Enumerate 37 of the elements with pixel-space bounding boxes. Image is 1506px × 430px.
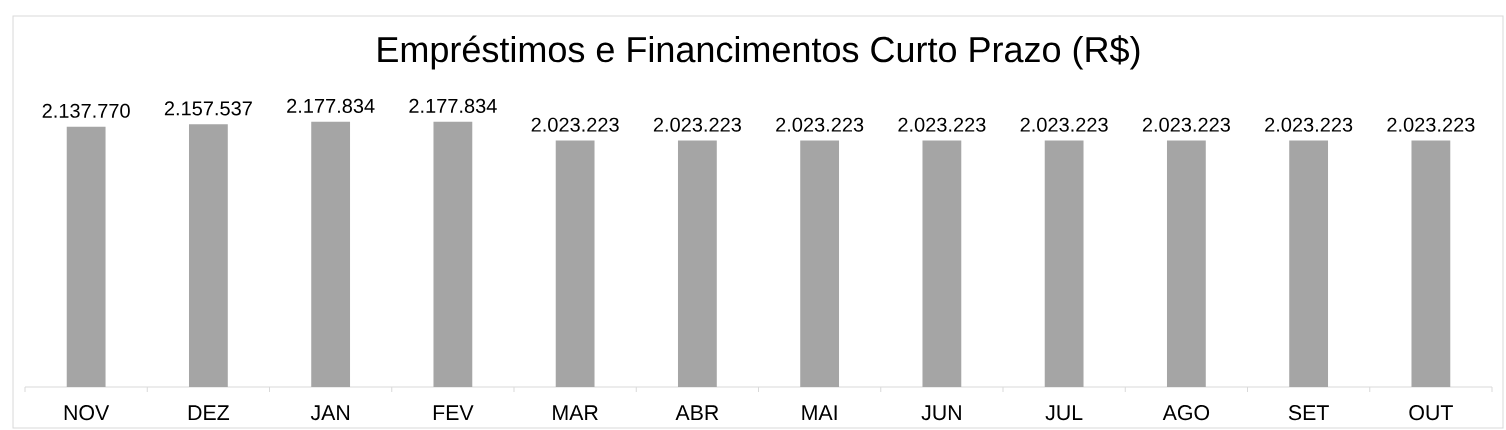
data-label: 2.023.223 [1142, 117, 1230, 132]
bar [188, 124, 228, 387]
x-tick-label: OUT [1409, 405, 1453, 421]
data-label: 2.023.223 [776, 117, 864, 132]
bar [66, 126, 106, 387]
data-label: 2.023.223 [1020, 117, 1108, 132]
bar [1289, 140, 1329, 387]
bar [1411, 140, 1451, 387]
bar [1044, 140, 1084, 387]
bar [800, 140, 840, 387]
bar [677, 140, 717, 387]
x-tick-label: ABR [675, 405, 719, 420]
x-tick-label: DEZ [188, 405, 230, 420]
data-label: 2.177.834 [287, 98, 375, 113]
data-label: 2.177.834 [409, 98, 497, 113]
x-tick-label: JUL [1045, 405, 1083, 421]
data-label: 2.023.223 [531, 117, 619, 132]
bar [922, 140, 962, 387]
x-tick-label: MAI [802, 405, 837, 420]
data-label: 2.023.223 [1387, 117, 1475, 132]
x-tick-label: FEV [433, 405, 474, 420]
x-tick-label: JAN [310, 405, 350, 421]
x-tick-label: AGO [1162, 405, 1210, 421]
x-tick-label: NOV [64, 405, 110, 421]
bar [555, 140, 595, 387]
bar [433, 121, 473, 387]
bar [1166, 140, 1206, 387]
data-label: 2.137.770 [42, 103, 130, 118]
x-tick-label: JUN [921, 405, 961, 421]
data-label: 2.023.223 [898, 117, 986, 132]
data-label: 2.157.537 [164, 101, 252, 116]
x-tick-label: SET [1288, 405, 1329, 421]
data-label: 2.023.223 [653, 117, 741, 132]
bar [311, 121, 351, 387]
data-label: 2.023.223 [1265, 117, 1353, 132]
chart-title: Empréstimos e Financimentos Curto Prazo (R$) [378, 35, 1140, 70]
x-tick-label: MAR [553, 405, 598, 420]
